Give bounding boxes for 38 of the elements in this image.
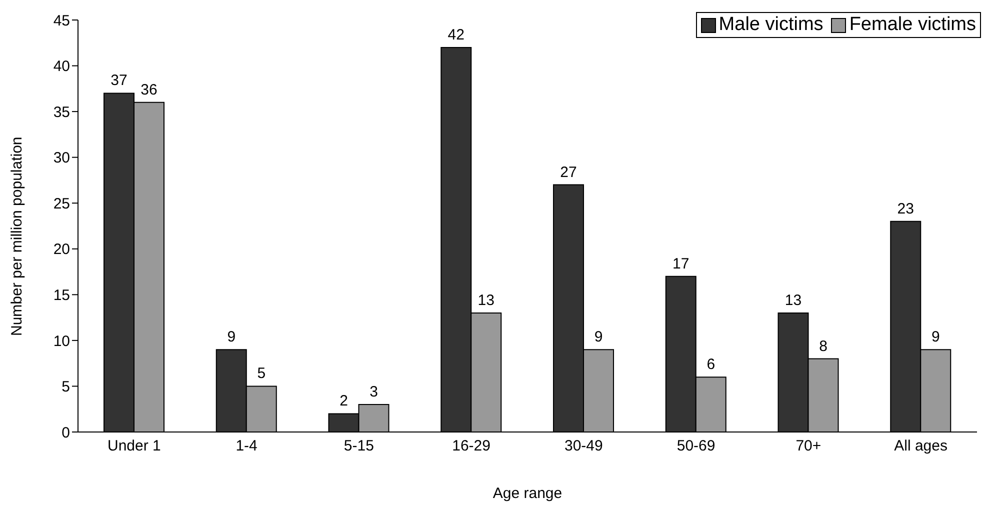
data-label: 13 (784, 292, 802, 309)
data-label: 37 (110, 72, 128, 90)
y-tick-label: 15 (53, 286, 70, 304)
x-tick-label: Under 1 (108, 438, 161, 455)
y-tick-label: 35 (53, 104, 70, 121)
data-label: 13 (478, 292, 494, 309)
y-tick-label: 20 (53, 241, 70, 258)
x-tick-label: 30-49 (564, 438, 603, 455)
legend-label: Female victims (848, 14, 976, 36)
data-label: 6 (706, 356, 716, 374)
y-tick-label: 10 (53, 332, 70, 350)
data-label: 9 (931, 328, 940, 346)
data-label: 9 (594, 328, 603, 346)
y-axis-title: Number per million population (8, 136, 26, 336)
y-tick-label: 40 (53, 58, 70, 76)
x-axis-title: Age range (492, 485, 562, 502)
y-tick-label: 25 (53, 195, 70, 212)
y-tick-label: 30 (53, 150, 70, 167)
data-label: 17 (672, 255, 690, 272)
y-tick-label: 0 (62, 424, 70, 442)
x-tick-label: 1-4 (236, 438, 258, 455)
x-tick-label: 5-15 (344, 438, 374, 455)
data-label: 42 (448, 26, 464, 44)
y-tick-label: 45 (53, 12, 70, 30)
data-label: 27 (560, 164, 577, 181)
data-label: 9 (227, 328, 236, 346)
data-label: 36 (140, 81, 158, 98)
x-tick-label: 70+ (796, 438, 822, 455)
data-label: 8 (819, 338, 828, 355)
data-label: 3 (370, 384, 378, 401)
legend-label: Male victims (718, 14, 824, 36)
data-label: 2 (340, 392, 348, 410)
y-tick-label: 5 (62, 378, 70, 396)
data-label: 5 (257, 365, 266, 382)
data-label: 23 (897, 200, 914, 218)
x-tick-label: 16-29 (452, 438, 490, 455)
x-tick-label: All ages (894, 438, 948, 455)
x-tick-label: 50-69 (676, 438, 716, 455)
